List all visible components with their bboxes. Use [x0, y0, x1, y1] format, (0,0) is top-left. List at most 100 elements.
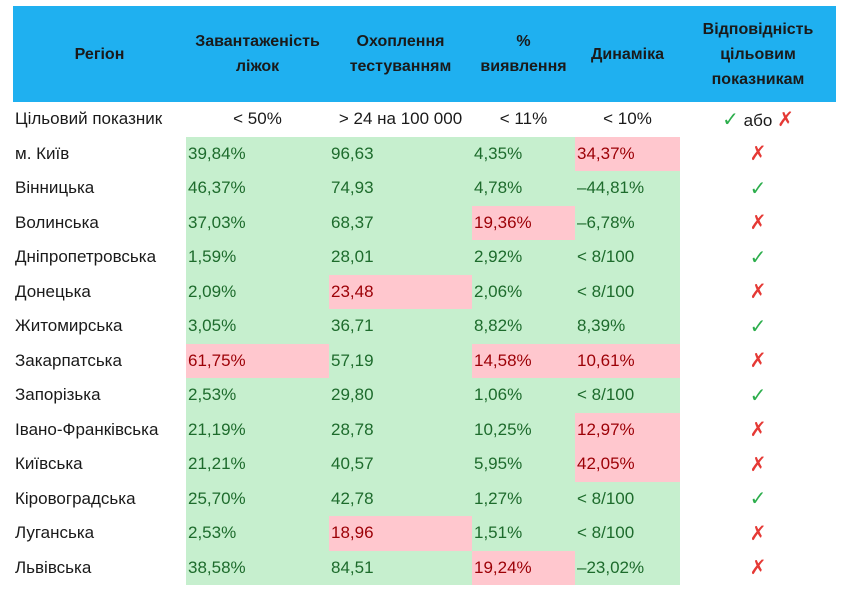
beds-cell: 2,53%: [186, 378, 329, 413]
dynamics-cell: –44,81%: [575, 171, 680, 206]
region-cell: м. Київ: [15, 143, 70, 163]
beds-cell: 3,05%: [186, 309, 329, 344]
dynamics-cell: 34,37%: [575, 136, 680, 171]
check-icon: ✓: [749, 315, 767, 338]
testing-cell: 96,63: [329, 136, 472, 171]
testing-cell: 57,19: [329, 343, 472, 378]
header-testing: Охоплення тестуванням: [329, 6, 472, 102]
check-icon: ✓: [722, 108, 739, 131]
table-row: Донецька 2,09% 23,48 2,06% < 8/100 ✗: [13, 274, 836, 309]
region-cell: Волинська: [15, 212, 99, 232]
table-row: Львівська 38,58% 84,51 19,24% –23,02% ✗: [13, 550, 836, 585]
header-region: Регіон: [13, 6, 186, 102]
testing-cell: 29,80: [329, 378, 472, 413]
table-row: Дніпропетровська 1,59% 28,01 2,92% < 8/100 ✓: [13, 240, 836, 275]
target-testing: > 24 на 100 000: [338, 109, 463, 129]
header-dynamics: Динаміка: [575, 6, 680, 102]
testing-cell: 36,71: [329, 309, 472, 344]
dynamics-cell: –23,02%: [575, 550, 680, 585]
testing-cell: 18,96: [329, 516, 472, 551]
table-row: Житомирська 3,05% 36,71 8,82% 8,39% ✓: [13, 309, 836, 344]
testing-cell: 84,51: [329, 550, 472, 585]
target-beds: < 50%: [233, 109, 282, 129]
target-dynamics: < 10%: [603, 109, 652, 129]
table-row: Волинська 37,03% 68,37 19,36% –6,78% ✗: [13, 205, 836, 240]
detection-cell: 19,24%: [472, 550, 575, 585]
target-compliance: ✓ або ✗: [680, 102, 836, 137]
table-row: м. Київ 39,84% 96,63 4,35% 34,37% ✗: [13, 136, 836, 171]
dynamics-cell: < 8/100: [575, 274, 680, 309]
header-detection: % виявлення: [472, 6, 575, 102]
testing-cell: 23,48: [329, 274, 472, 309]
beds-cell: 37,03%: [186, 205, 329, 240]
header-row: Регіон Завантаженість ліжок Охоплення те…: [13, 6, 836, 102]
detection-cell: 8,82%: [472, 309, 575, 344]
dynamics-cell: < 8/100: [575, 378, 680, 413]
target-or: або: [743, 110, 773, 130]
regions-table: Регіон Завантаженість ліжок Охоплення те…: [13, 6, 836, 585]
cross-icon: ✗: [749, 281, 767, 304]
cross-icon: ✗: [749, 522, 767, 545]
dynamics-cell: –6,78%: [575, 205, 680, 240]
testing-cell: 42,78: [329, 481, 472, 516]
region-cell: Донецька: [15, 281, 91, 301]
table-row: Кіровоградська 25,70% 42,78 1,27% < 8/100 ✓: [13, 481, 836, 516]
header-compliance: Відповідність цільовим показникам: [680, 6, 836, 102]
dynamics-cell: 8,39%: [575, 309, 680, 344]
testing-cell: 74,93: [329, 171, 472, 206]
testing-cell: 28,78: [329, 412, 472, 447]
check-icon: ✓: [749, 488, 767, 511]
detection-cell: 5,95%: [472, 447, 575, 482]
region-cell: Луганська: [15, 523, 95, 543]
table-row: Луганська 2,53% 18,96 1,51% < 8/100 ✗: [13, 516, 836, 551]
detection-cell: 10,25%: [472, 412, 575, 447]
detection-cell: 14,58%: [472, 343, 575, 378]
table-row: Вінницька 46,37% 74,93 4,78% –44,81% ✓: [13, 171, 836, 206]
region-cell: Закарпатська: [15, 350, 122, 370]
table-row: Закарпатська 61,75% 57,19 14,58% 10,61% ✗: [13, 343, 836, 378]
detection-cell: 2,06%: [472, 274, 575, 309]
table-row: Івано-Франківська 21,19% 28,78 10,25% 12,97%…: [13, 412, 836, 447]
dynamics-cell: 10,61%: [575, 343, 680, 378]
region-cell: Львівська: [15, 557, 92, 577]
beds-cell: 39,84%: [186, 136, 329, 171]
detection-cell: 1,27%: [472, 481, 575, 516]
detection-cell: 4,35%: [472, 136, 575, 171]
dynamics-cell: 42,05%: [575, 447, 680, 482]
target-detection: < 11%: [499, 109, 548, 129]
detection-cell: 1,06%: [472, 378, 575, 413]
beds-cell: 61,75%: [186, 343, 329, 378]
target-label: Цільовий показник: [15, 109, 163, 129]
dynamics-cell: 12,97%: [575, 412, 680, 447]
cross-icon: ✗: [749, 350, 767, 373]
check-icon: ✓: [749, 384, 767, 407]
testing-cell: 28,01: [329, 240, 472, 275]
cross-icon: ✗: [749, 419, 767, 442]
detection-cell: 1,51%: [472, 516, 575, 551]
detection-cell: 4,78%: [472, 171, 575, 206]
beds-cell: 2,53%: [186, 516, 329, 551]
region-cell: Івано-Франківська: [15, 419, 159, 439]
detection-cell: 19,36%: [472, 205, 575, 240]
region-cell: Київська: [15, 454, 83, 474]
dynamics-cell: < 8/100: [575, 481, 680, 516]
header-beds: Завантаженість ліжок: [186, 6, 329, 102]
testing-cell: 40,57: [329, 447, 472, 482]
check-icon: ✓: [749, 177, 767, 200]
region-cell: Вінницька: [15, 178, 95, 198]
testing-cell: 68,37: [329, 205, 472, 240]
region-cell: Житомирська: [15, 316, 123, 336]
check-icon: ✓: [749, 246, 767, 269]
beds-cell: 38,58%: [186, 550, 329, 585]
beds-cell: 2,09%: [186, 274, 329, 309]
beds-cell: 46,37%: [186, 171, 329, 206]
beds-cell: 25,70%: [186, 481, 329, 516]
region-cell: Дніпропетровська: [15, 247, 157, 267]
cross-icon: ✗: [749, 453, 767, 476]
beds-cell: 1,59%: [186, 240, 329, 275]
dynamics-cell: < 8/100: [575, 516, 680, 551]
detection-cell: 2,92%: [472, 240, 575, 275]
cross-icon: ✗: [777, 108, 794, 131]
cross-icon: ✗: [749, 557, 767, 580]
target-row: Цільовий показник < 50% > 24 на 100 000 …: [13, 102, 836, 137]
